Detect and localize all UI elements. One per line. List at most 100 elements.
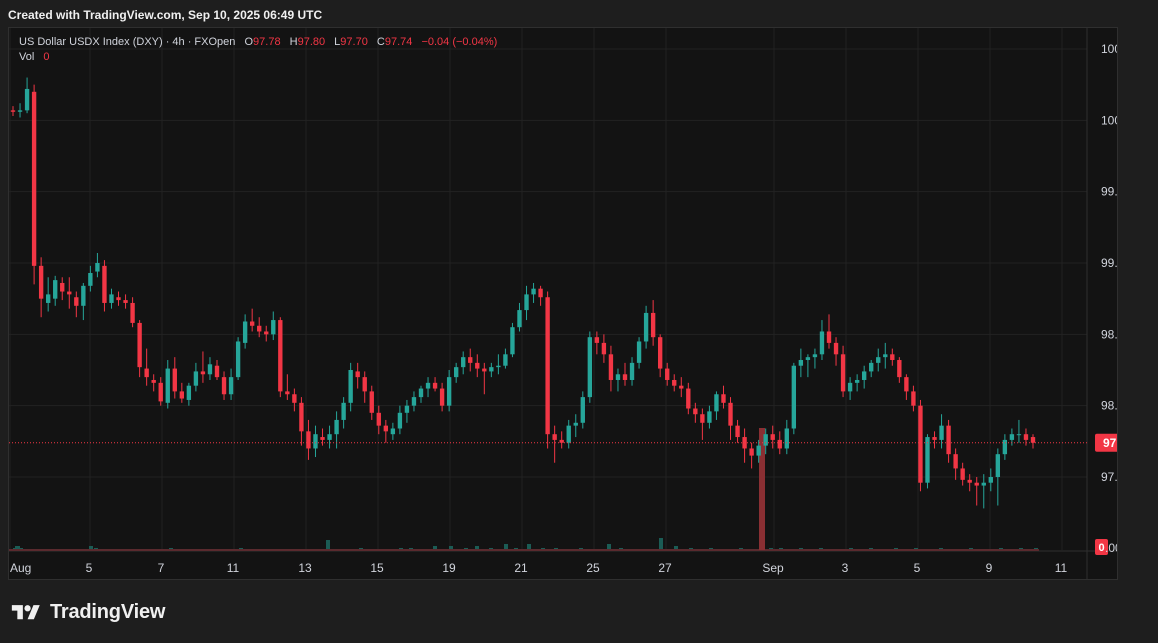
candle-up[interactable] xyxy=(235,341,241,378)
candle-down[interactable] xyxy=(320,437,325,440)
candle-down[interactable] xyxy=(665,368,670,380)
candle-down[interactable] xyxy=(383,425,389,432)
candle-up[interactable] xyxy=(88,272,93,286)
candle-up[interactable] xyxy=(503,354,508,366)
candle-down[interactable] xyxy=(362,377,367,392)
candle-up[interactable] xyxy=(636,341,642,363)
candle-up[interactable] xyxy=(995,454,1001,477)
candle-up[interactable] xyxy=(869,362,874,372)
candle-down[interactable] xyxy=(137,322,142,368)
candle-down[interactable] xyxy=(221,377,227,395)
candle-down[interactable] xyxy=(650,312,656,338)
candle-down[interactable] xyxy=(826,331,832,343)
candle-down[interactable] xyxy=(257,325,262,332)
candle-down[interactable] xyxy=(60,282,65,292)
candle-up[interactable] xyxy=(798,360,804,366)
candle-up[interactable] xyxy=(876,357,881,363)
candle-up[interactable] xyxy=(109,294,114,303)
candle-up[interactable] xyxy=(348,370,353,403)
candle-up[interactable] xyxy=(763,434,768,446)
candle-down[interactable] xyxy=(10,110,16,112)
candle-down[interactable] xyxy=(777,439,782,449)
candle-down[interactable] xyxy=(594,337,600,343)
candle-down[interactable] xyxy=(749,448,754,456)
candle-down[interactable] xyxy=(468,357,473,363)
candle-up[interactable] xyxy=(854,379,860,383)
candle-down[interactable] xyxy=(932,437,937,440)
candle-up[interactable] xyxy=(615,374,621,380)
candle-up[interactable] xyxy=(531,288,536,295)
candle-up[interactable] xyxy=(756,445,761,456)
candle-down[interactable] xyxy=(728,402,733,426)
candle-down[interactable] xyxy=(911,391,916,406)
candle-down[interactable] xyxy=(200,371,206,375)
candle-up[interactable] xyxy=(580,397,585,423)
candle-down[interactable] xyxy=(770,434,775,440)
candle-up[interactable] xyxy=(341,402,346,420)
candle-up[interactable] xyxy=(193,371,199,386)
candle-up[interactable] xyxy=(847,382,853,392)
candlestick-chart[interactable]: 100.50100.0099.5099.0098.5098.0097.5097.… xyxy=(9,28,1118,580)
candle-up[interactable] xyxy=(207,364,213,375)
candle-up[interactable] xyxy=(53,280,58,299)
candle-down[interactable] xyxy=(432,382,438,389)
candle-up[interactable] xyxy=(453,367,459,378)
candle-up[interactable] xyxy=(510,327,515,355)
candle-up[interactable] xyxy=(327,434,332,440)
candle-down[interactable] xyxy=(123,300,128,303)
candle-down[interactable] xyxy=(475,362,480,369)
candle-down[interactable] xyxy=(559,439,564,443)
candle-up[interactable] xyxy=(271,320,276,335)
candle-down[interactable] xyxy=(214,365,220,378)
candle-up[interactable] xyxy=(643,312,649,342)
candle-up[interactable] xyxy=(228,377,234,395)
candle-up[interactable] xyxy=(573,422,578,426)
symbol-label[interactable]: US Dollar USDX Index (DXY) · 4h · FXOpen xyxy=(19,36,236,48)
candle-up[interactable] xyxy=(446,377,452,406)
candle-down[interactable] xyxy=(693,408,698,415)
candle-up[interactable] xyxy=(45,294,51,303)
candle-down[interactable] xyxy=(285,391,290,395)
candle-down[interactable] xyxy=(172,368,177,392)
candle-up[interactable] xyxy=(411,397,417,406)
candle-down[interactable] xyxy=(439,388,445,406)
candle-down[interactable] xyxy=(264,331,269,335)
candle-down[interactable] xyxy=(545,297,550,435)
candle-up[interactable] xyxy=(883,354,888,358)
candle-up[interactable] xyxy=(988,477,993,483)
candle-down[interactable] xyxy=(960,468,965,480)
candle-up[interactable] xyxy=(81,285,86,306)
candle-down[interactable] xyxy=(679,385,684,389)
candle-down[interactable] xyxy=(657,337,663,369)
candle-up[interactable] xyxy=(812,354,818,358)
candle-up[interactable] xyxy=(24,88,30,111)
candle-up[interactable] xyxy=(418,388,424,398)
candle-down[interactable] xyxy=(158,382,163,402)
candle-down[interactable] xyxy=(967,479,972,483)
candle-up[interactable] xyxy=(1016,434,1022,436)
candle-up[interactable] xyxy=(489,367,494,372)
candle-up[interactable] xyxy=(313,434,318,449)
candle-down[interactable] xyxy=(116,297,121,301)
candle-up[interactable] xyxy=(334,419,339,435)
tradingview-logo[interactable]: TradingView xyxy=(10,601,165,624)
candle-down[interactable] xyxy=(355,371,360,378)
candle-up[interactable] xyxy=(165,368,170,403)
candle-down[interactable] xyxy=(151,379,156,383)
candle-up[interactable] xyxy=(861,371,867,380)
candle-up[interactable] xyxy=(517,310,522,328)
candle-down[interactable] xyxy=(918,405,923,483)
candle-up[interactable] xyxy=(819,331,825,355)
candle-up[interactable] xyxy=(425,382,431,389)
candle-up[interactable] xyxy=(390,428,396,435)
candle-up[interactable] xyxy=(95,263,100,272)
candle-down[interactable] xyxy=(538,288,543,298)
candle-down[interactable] xyxy=(369,391,374,413)
candle-down[interactable] xyxy=(700,414,705,423)
candle-down[interactable] xyxy=(292,394,297,403)
candle-down[interactable] xyxy=(974,482,979,486)
candle-up[interactable] xyxy=(1002,439,1008,455)
candle-up[interactable] xyxy=(939,425,944,440)
candle-down[interactable] xyxy=(686,388,691,409)
candle-down[interactable] xyxy=(306,431,311,449)
